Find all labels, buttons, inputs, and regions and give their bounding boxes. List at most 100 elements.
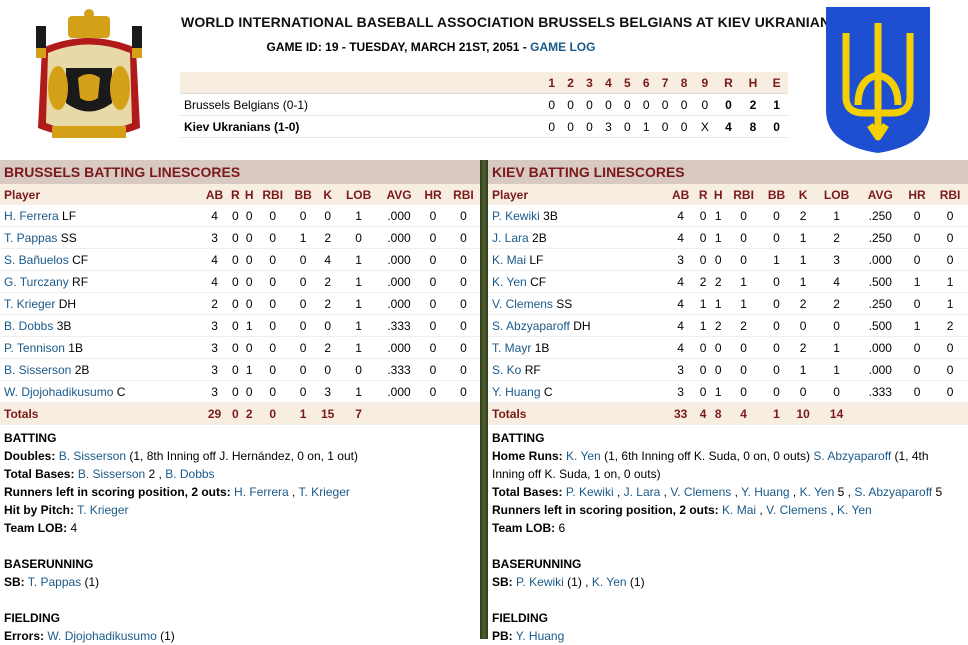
column-header: Player <box>0 184 201 205</box>
player-link[interactable]: K. Yen <box>591 575 627 589</box>
stat-cell: 1 <box>242 314 257 337</box>
totals-stat: 15 <box>317 402 339 425</box>
player-link[interactable]: V. Clemens <box>766 503 827 517</box>
home-runs-line: Home Runs: K. Yen (1, 6th Inning off K. … <box>492 447 964 483</box>
inning-score: 0 <box>655 115 675 138</box>
column-header: AB <box>665 184 696 205</box>
stat-cell: 1 <box>710 205 726 227</box>
player-row: K. Mai LF 3 0 0 0 1 1 3.000 0 0 <box>488 248 968 271</box>
player-link[interactable]: P. Tennison <box>4 340 65 355</box>
stat-cell: .333 <box>378 314 420 337</box>
totals-stat <box>858 402 903 425</box>
stat-cell: .500 <box>858 314 903 337</box>
column-header: RBI <box>446 184 480 205</box>
player-link[interactable]: W. Djojohadikusumo <box>47 629 157 643</box>
player-cell: S. Ko RF <box>488 358 666 381</box>
player-link[interactable]: B. Sisserson <box>58 449 127 463</box>
player-link[interactable]: K. Yen <box>566 449 601 463</box>
stat-cell: 0 <box>228 314 243 337</box>
stat-cell: 4 <box>200 205 229 227</box>
stat-cell: .250 <box>858 205 903 227</box>
inning-score: 0 <box>598 93 618 116</box>
player-link[interactable]: B. Sisserson <box>77 467 146 481</box>
totals-row: Totals 33 4 8 4 1 10 14 <box>488 402 968 425</box>
player-link[interactable]: T. Pappas <box>27 575 82 589</box>
stat-cell: 3 <box>200 336 229 359</box>
player-link[interactable]: Y. Huang <box>492 384 541 399</box>
player-link[interactable]: P. Kewiki <box>516 575 564 589</box>
column-header: RBI <box>256 184 290 205</box>
player-link[interactable]: T. Pappas <box>4 230 58 245</box>
player-link[interactable]: Y. Huang <box>741 485 790 499</box>
player-link[interactable]: W. Djojohadikusumo <box>4 384 114 399</box>
player-link[interactable]: K. Yen <box>837 503 872 517</box>
totals-stat: 1 <box>289 402 317 425</box>
player-link[interactable]: S. Abzyaparoff <box>492 318 570 333</box>
stat-cell: 0 <box>289 336 317 359</box>
total-bases-label: Total Bases: <box>492 485 563 499</box>
stat-cell: 0 <box>710 358 726 381</box>
inning-score: 0 <box>542 93 562 116</box>
player-row: T. Krieger DH 2 0 0 0 0 2 1.000 0 0 <box>0 292 480 315</box>
column-header: K <box>791 184 815 205</box>
stat-cell: 1 <box>814 336 859 359</box>
player-link[interactable]: B. Sisserson <box>4 362 72 377</box>
stat-cell: 0 <box>446 226 480 249</box>
game-log-link[interactable]: GAME LOG <box>530 40 596 54</box>
stat-cell: 3 <box>200 380 229 403</box>
player-link[interactable]: P. Kewiki <box>492 208 540 223</box>
stat-cell: 1 <box>695 292 711 315</box>
player-link[interactable]: V. Clemens <box>670 485 732 499</box>
stat-cell: 3 <box>200 226 229 249</box>
player-link[interactable]: S. Abzyaparoff <box>813 449 892 463</box>
player-cell: W. Djojohadikusumo C <box>0 380 201 403</box>
inning-score: 0 <box>636 93 656 116</box>
player-link[interactable]: H. Ferrera <box>4 208 59 223</box>
player-link[interactable]: H. Ferrera <box>234 485 289 499</box>
player-link[interactable]: T. Krieger <box>298 485 350 499</box>
player-link[interactable]: J. Lara <box>492 230 529 245</box>
stat-cell: 0 <box>419 292 447 315</box>
player-row: H. Ferrera LF 4 0 0 0 0 0 1.000 0 0 <box>0 205 480 227</box>
stat-cell: 1 <box>791 358 815 381</box>
player-link[interactable]: K. Yen <box>799 485 835 499</box>
player-link[interactable]: K. Yen <box>492 274 527 289</box>
player-link[interactable]: B. Dobbs <box>165 467 215 481</box>
player-link[interactable]: T. Krieger <box>4 296 56 311</box>
player-link[interactable]: K. Mai <box>722 503 757 517</box>
player-cell: T. Mayr 1B <box>488 336 666 359</box>
inning-score: 1 <box>636 115 656 138</box>
totals-stat: 4 <box>695 402 711 425</box>
player-position: SS <box>60 230 77 245</box>
player-link[interactable]: S. Abzyaparoff <box>854 485 933 499</box>
column-header: RBI <box>725 184 762 205</box>
stat-cell: 0 <box>242 336 257 359</box>
player-link[interactable]: T. Mayr <box>492 340 532 355</box>
player-link[interactable]: S. Ko <box>492 362 522 377</box>
player-link[interactable]: K. Mai <box>492 252 527 267</box>
sb-detail: (1) <box>626 575 645 589</box>
player-link[interactable]: V. Clemens <box>492 296 553 311</box>
stat-cell: 1 <box>725 270 762 293</box>
player-link[interactable]: T. Krieger <box>77 503 129 517</box>
player-link[interactable]: Y. Huang <box>515 629 565 643</box>
player-position: CF <box>530 274 547 289</box>
stat-cell: 0 <box>932 380 968 403</box>
player-link[interactable]: J. Lara <box>623 485 661 499</box>
stat-cell: .250 <box>858 226 903 249</box>
player-link[interactable]: B. Dobbs <box>4 318 54 333</box>
stat-cell: 0 <box>228 205 243 227</box>
inning-column-header: R <box>716 72 741 94</box>
panel-divider <box>480 160 488 639</box>
stat-cell: 0 <box>695 336 711 359</box>
home-run-detail: (1, 6th Inning off K. Suda, 0 on, 0 outs… <box>600 449 814 463</box>
player-link[interactable]: S. Bañuelos <box>4 252 69 267</box>
player-position: C <box>543 384 553 399</box>
stat-cell: 0 <box>419 336 447 359</box>
player-cell: J. Lara 2B <box>488 226 666 249</box>
stat-cell: .333 <box>378 358 420 381</box>
player-link[interactable]: P. Kewiki <box>565 485 614 499</box>
player-link[interactable]: G. Turczany <box>4 274 69 289</box>
inning-column-header: 8 <box>674 72 694 94</box>
